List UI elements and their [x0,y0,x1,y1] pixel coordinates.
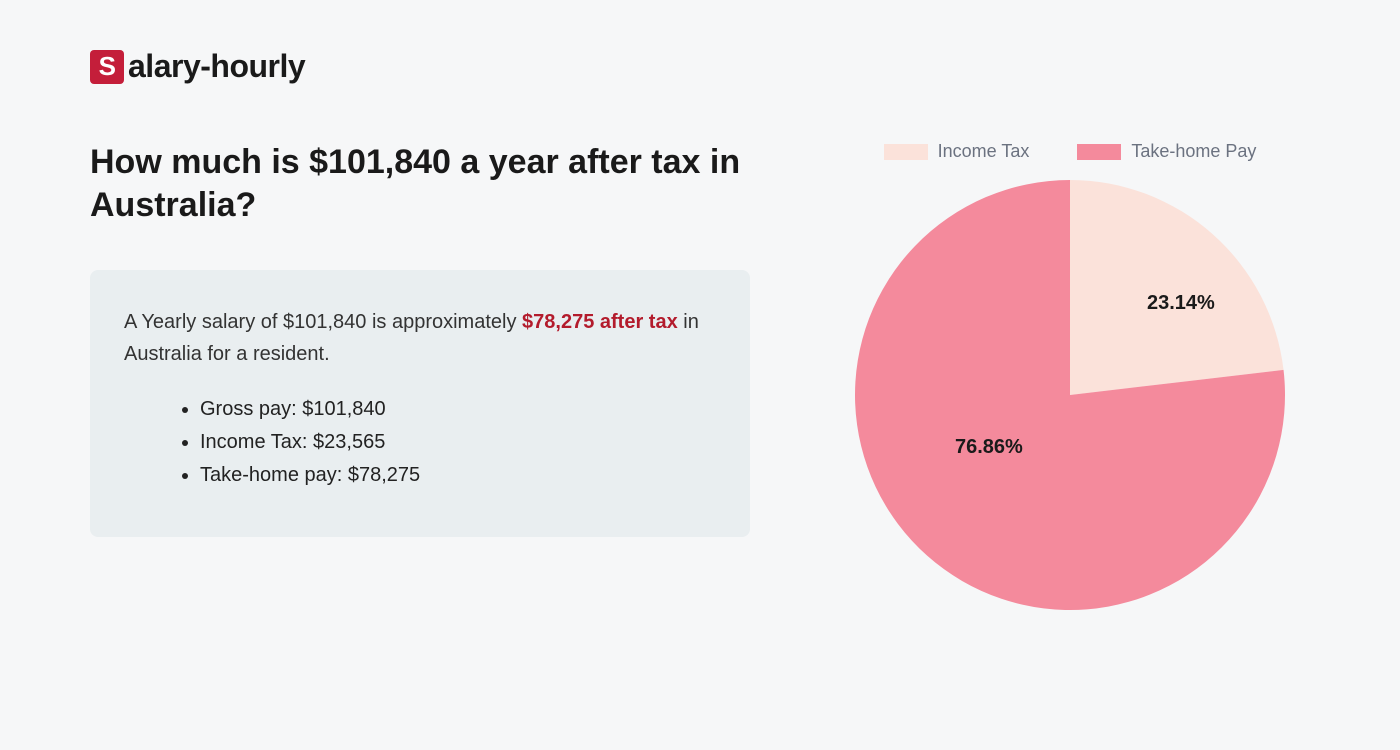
left-column: How much is $101,840 a year after tax in… [90,141,750,610]
legend-label: Income Tax [938,141,1030,162]
legend-label: Take-home Pay [1131,141,1256,162]
logo-badge: S [90,50,124,84]
legend-item-income-tax: Income Tax [884,141,1030,162]
page-title: How much is $101,840 a year after tax in… [90,141,750,226]
summary-emphasis: $78,275 after tax [522,311,678,333]
right-column: Income Tax Take-home Pay 23.14% 76.86% [830,141,1310,610]
pie-svg [855,180,1285,610]
list-item: Income Tax: $23,565 [200,431,716,454]
summary-prefix: A Yearly salary of $101,840 is approxima… [124,311,522,333]
logo-text: alary-hourly [128,48,305,85]
list-item: Gross pay: $101,840 [200,398,716,421]
legend-item-take-home: Take-home Pay [1077,141,1256,162]
breakdown-list: Gross pay: $101,840 Income Tax: $23,565 … [124,398,716,487]
chart-legend: Income Tax Take-home Pay [830,141,1310,162]
summary-sentence: A Yearly salary of $101,840 is approxima… [124,306,716,370]
list-item: Take-home pay: $78,275 [200,464,716,487]
pie-label-income-tax: 23.14% [1147,292,1215,315]
pie-label-take-home: 76.86% [955,436,1023,459]
site-logo: S alary-hourly [90,48,1310,85]
main-row: How much is $101,840 a year after tax in… [90,141,1310,610]
pie-chart: 23.14% 76.86% [855,180,1285,610]
summary-card: A Yearly salary of $101,840 is approxima… [90,270,750,537]
legend-swatch-take-home [1077,144,1121,160]
legend-swatch-income-tax [884,144,928,160]
